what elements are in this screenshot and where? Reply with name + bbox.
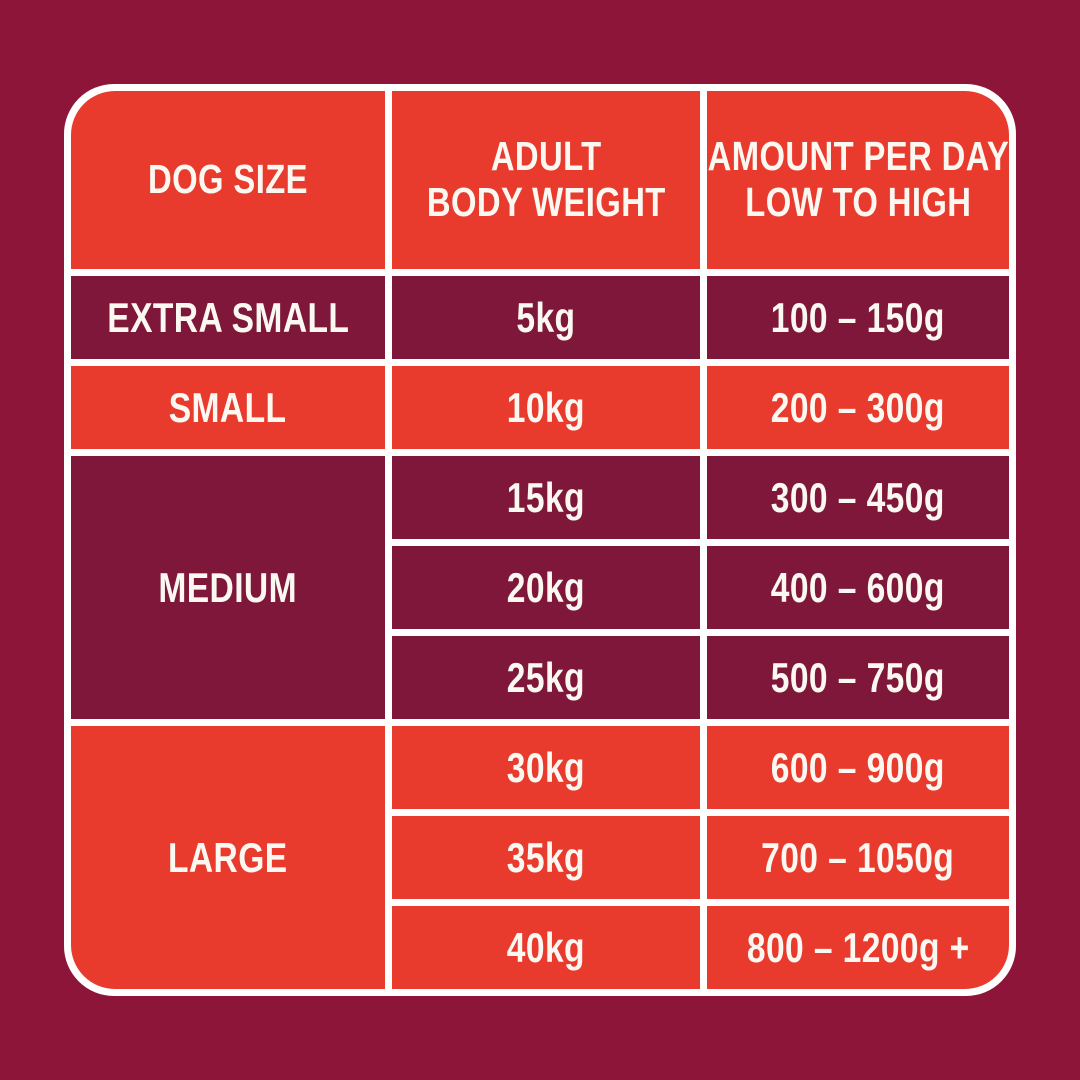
header-dog-size-label: DOG SIZE xyxy=(148,156,308,203)
cell-weight-30kg: 30kg xyxy=(392,726,700,809)
cell-amount-500-750g: 500 – 750g xyxy=(707,636,1009,719)
cell-weight-40kg: 40kg xyxy=(392,906,700,989)
cell-amount-100-150g: 100 – 150g xyxy=(707,276,1009,359)
size-label: SMALL xyxy=(169,383,287,431)
header-cell-amount-per-day: AMOUNT PER DAY LOW TO HIGH xyxy=(707,91,1009,269)
cell-size-large: LARGE xyxy=(71,726,385,989)
cell-weight-35kg: 35kg xyxy=(392,816,700,899)
size-label: LARGE xyxy=(168,833,288,881)
cell-amount-600-900g: 600 – 900g xyxy=(707,726,1009,809)
header-amount-line1: AMOUNT PER DAY xyxy=(707,133,1009,180)
weight-value: 40kg xyxy=(506,923,586,971)
weight-value: 35kg xyxy=(506,833,586,881)
weight-value: 15kg xyxy=(506,473,586,521)
amount-value: 600 – 900g xyxy=(770,743,945,791)
cell-weight-25kg: 25kg xyxy=(392,636,700,719)
amount-value: 400 – 600g xyxy=(770,563,945,611)
amount-value: 700 – 1050g xyxy=(761,833,955,881)
weight-value: 5kg xyxy=(516,293,576,341)
header-amount-line2: LOW TO HIGH xyxy=(744,179,972,225)
amount-value: 200 – 300g xyxy=(770,383,945,431)
weight-value: 25kg xyxy=(506,653,586,701)
amount-value: 500 – 750g xyxy=(770,653,945,701)
cell-amount-300-450g: 300 – 450g xyxy=(707,456,1009,539)
header-body-weight-line1: ADULT xyxy=(490,133,602,180)
header-cell-body-weight: ADULT BODY WEIGHT xyxy=(392,91,700,269)
weight-value: 10kg xyxy=(506,383,586,431)
cell-amount-700-1050g: 700 – 1050g xyxy=(707,816,1009,899)
header-body-weight-line2: BODY WEIGHT xyxy=(426,179,666,225)
cell-amount-200-300g: 200 – 300g xyxy=(707,366,1009,449)
cell-size-extra-small: EXTRA SMALL xyxy=(71,276,385,359)
amount-value: 100 – 150g xyxy=(770,293,945,341)
cell-amount-400-600g: 400 – 600g xyxy=(707,546,1009,629)
cell-weight-10kg: 10kg xyxy=(392,366,700,449)
cell-weight-5kg: 5kg xyxy=(392,276,700,359)
cell-weight-15kg: 15kg xyxy=(392,456,700,539)
amount-value: 800 – 1200g + xyxy=(746,923,970,971)
size-label: MEDIUM xyxy=(158,563,298,611)
cell-amount-800-1200g-plus: 800 – 1200g + xyxy=(707,906,1009,989)
amount-value: 300 – 450g xyxy=(770,473,945,521)
weight-value: 30kg xyxy=(506,743,586,791)
cell-size-small: SMALL xyxy=(71,366,385,449)
weight-value: 20kg xyxy=(506,563,586,611)
feeding-guide-table: DOG SIZE ADULT BODY WEIGHT AMOUNT PER DA… xyxy=(64,84,1016,996)
cell-size-medium: MEDIUM xyxy=(71,456,385,719)
size-label: EXTRA SMALL xyxy=(106,293,350,341)
cell-weight-20kg: 20kg xyxy=(392,546,700,629)
header-cell-dog-size: DOG SIZE xyxy=(71,91,385,269)
